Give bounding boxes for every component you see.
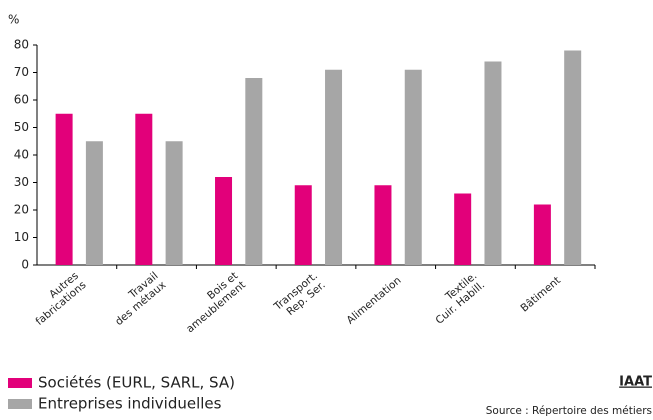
bar xyxy=(85,141,103,265)
y-axis-label: % xyxy=(8,13,19,27)
bar xyxy=(404,69,422,265)
y-tick-label: 80 xyxy=(14,38,29,52)
y-tick-label: 10 xyxy=(14,230,29,244)
bar xyxy=(135,113,153,265)
y-tick-label: 0 xyxy=(21,258,29,272)
y-tick-label: 50 xyxy=(14,120,29,134)
bar xyxy=(294,185,312,265)
bar xyxy=(454,193,472,265)
x-tick-label: Transport.Rep. Ser. xyxy=(271,270,327,323)
bar xyxy=(374,185,392,265)
bar xyxy=(564,50,582,265)
legend-swatch xyxy=(8,378,32,388)
source: Source : Répertoire des métiers xyxy=(486,405,652,417)
bar xyxy=(55,113,73,265)
legend-label: Entreprises individuelles xyxy=(38,395,222,413)
x-tick-label: Alimentation xyxy=(345,274,404,326)
brand: IAAT xyxy=(619,375,652,390)
legend-swatch xyxy=(8,399,32,409)
bar xyxy=(245,78,263,265)
bar xyxy=(484,61,502,265)
x-tick-label: Travaildes métaux xyxy=(105,270,168,328)
bar xyxy=(325,69,343,265)
bar xyxy=(215,177,233,265)
x-tick-label: Bâtiment xyxy=(518,274,563,314)
x-tick-label: Bois etameublement xyxy=(176,270,248,335)
y-tick-label: 20 xyxy=(14,203,29,217)
y-tick-label: 40 xyxy=(14,148,29,162)
y-tick-label: 70 xyxy=(14,65,29,79)
y-tick-label: 60 xyxy=(14,93,29,107)
bar xyxy=(533,204,551,265)
x-tick-label: Autresfabrications xyxy=(26,270,89,328)
bar xyxy=(165,141,183,265)
x-tick-label: Textile.Cuir. Habill. xyxy=(426,270,487,327)
legend-label: Sociétés (EURL, SARL, SA) xyxy=(38,374,235,392)
y-tick-label: 30 xyxy=(14,175,29,189)
